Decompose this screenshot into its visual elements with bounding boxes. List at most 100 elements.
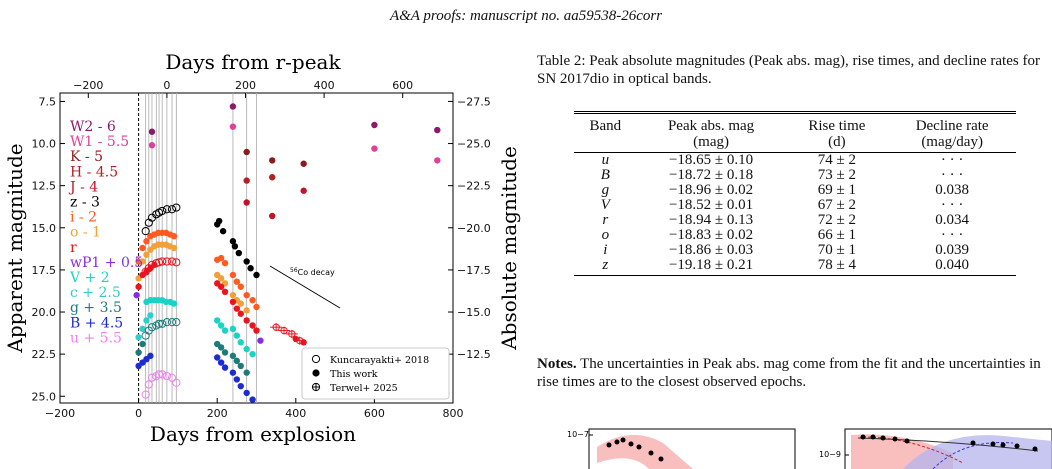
data-point — [243, 389, 250, 397]
data-point — [243, 369, 250, 376]
data-point — [135, 283, 142, 290]
right-panel-fit-total — [857, 437, 1039, 452]
band-label: o - 1 — [70, 225, 101, 241]
data-point — [237, 382, 244, 390]
col-header-decline: Decline rate — [888, 111, 1016, 134]
cell-peak: −19.18 ± 0.21 — [636, 258, 786, 276]
data-point — [141, 227, 150, 236]
table-row: g −18.96 ± 0.02 69 ± 1 0.038 — [574, 183, 1016, 198]
data-point — [147, 352, 154, 360]
data-point — [243, 291, 250, 299]
data-point — [135, 334, 142, 341]
data-point — [243, 177, 250, 184]
legend: Kuncarayakti+ 2018 This work Terwel+ 202… — [301, 347, 450, 400]
x-axis-title: Days from explosion — [150, 422, 356, 446]
data-point — [269, 157, 276, 164]
table-row: V −18.52 ± 0.01 67 ± 2 · · · — [574, 198, 1016, 213]
legend-marker-this-work — [312, 369, 320, 377]
cell-peak: −18.72 ± 0.18 — [668, 167, 754, 183]
data-point — [170, 244, 178, 252]
left-panel-ytick: 10−7 — [567, 430, 589, 439]
data-point — [172, 203, 181, 212]
data-point — [233, 305, 241, 312]
data-point — [167, 318, 177, 327]
data-point — [215, 217, 223, 225]
data-point — [139, 325, 146, 333]
col-header-band: Band — [574, 111, 637, 134]
data-point — [139, 340, 146, 348]
top-tick-label: 0 — [163, 79, 170, 92]
band-label: K - 5 — [70, 149, 103, 165]
data-point — [139, 258, 146, 265]
data-point — [233, 357, 241, 365]
data-point — [217, 283, 225, 290]
data-point — [147, 323, 157, 332]
data-point — [237, 362, 244, 370]
x-tick-label: 400 — [285, 407, 306, 420]
data-point — [229, 271, 237, 279]
data-point — [247, 265, 254, 272]
data-point — [300, 339, 307, 346]
data-point — [141, 390, 150, 399]
data-point — [162, 318, 171, 327]
data-point — [233, 332, 241, 339]
cell-decline: · · · — [940, 167, 964, 183]
band-label: r — [70, 240, 77, 256]
table-row: B −18.72 ± 0.18 73 ± 2 · · · — [574, 168, 1016, 183]
col-unit-decline: (mag/day) — [888, 134, 1016, 153]
data-point — [221, 364, 229, 371]
data-point — [270, 323, 283, 332]
band-label: B + 4.5 — [70, 315, 123, 331]
data-point — [217, 359, 225, 366]
band-label: V + 2 — [69, 270, 110, 286]
y-tick-label-right: −15.0 — [457, 306, 491, 319]
data-point — [269, 212, 276, 220]
cell-peak: −18.65 ± 0.10 — [668, 152, 754, 168]
cell-decline: · · · — [940, 152, 964, 168]
cell-rise: 73 ± 2 — [817, 167, 856, 183]
cell-rise: 66 ± 1 — [817, 227, 856, 243]
data-point — [148, 142, 156, 149]
cell-band: o — [601, 227, 610, 243]
data-point — [249, 297, 256, 304]
data-point — [217, 254, 225, 262]
band-label: g + 3.5 — [70, 300, 122, 316]
data-point — [237, 283, 244, 290]
data-point — [221, 288, 229, 296]
cell-band: i — [603, 242, 608, 258]
cell-rise: 69 ± 1 — [817, 182, 856, 198]
y-tick-label-right: −22.5 — [457, 180, 491, 193]
top-tick-label: 200 — [235, 79, 256, 92]
cell-band: u — [601, 152, 610, 168]
data-point — [257, 337, 264, 344]
top-axis-title: Days from r-peak — [165, 50, 341, 74]
data-point — [243, 148, 250, 156]
data-point — [229, 325, 237, 333]
y-tick-label-left: 7.5 — [39, 95, 57, 108]
data-point — [154, 370, 164, 379]
left-panel-points — [606, 437, 664, 462]
cell-rise: 78 ± 4 — [785, 258, 889, 276]
right-panel-band-blue — [903, 435, 1052, 469]
y-tick-label-left: 10.0 — [32, 138, 57, 151]
data-point — [237, 339, 244, 346]
y-tick-label-left: 15.0 — [32, 222, 57, 235]
data-point — [253, 327, 260, 334]
band-label: i - 2 — [70, 210, 97, 226]
cell-decline: 0.040 — [888, 258, 1016, 276]
cell-band: V — [600, 197, 610, 213]
band-label: H - 4.5 — [70, 164, 118, 180]
data-point — [217, 344, 225, 351]
y-tick-label-left: 20.0 — [32, 306, 57, 319]
data-point — [229, 369, 237, 376]
y-tick-label-left: 25.0 — [32, 390, 57, 403]
data-point — [158, 319, 167, 328]
data-point — [148, 128, 156, 135]
y-tick-label-right: −27.5 — [457, 95, 491, 108]
legend-label-this-work: This work — [330, 369, 378, 380]
data-point — [300, 160, 307, 167]
data-point — [249, 396, 256, 403]
y-tick-label-left: 22.5 — [32, 348, 57, 361]
data-point — [214, 354, 221, 361]
data-point — [371, 121, 378, 129]
